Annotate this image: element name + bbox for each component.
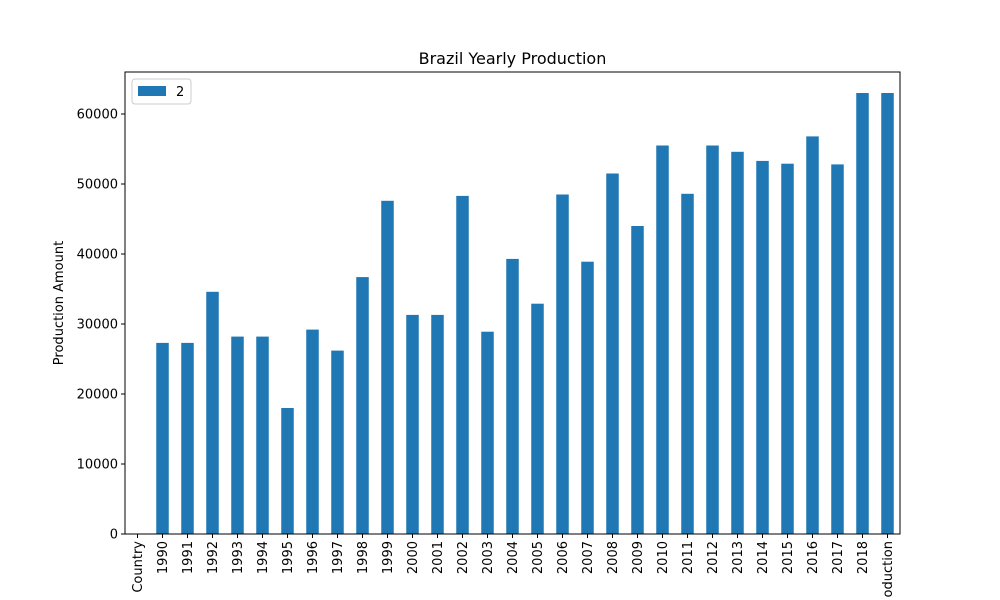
x-tick-label: 2000 bbox=[406, 541, 421, 574]
bar-2014 bbox=[756, 160, 769, 534]
bar-1999 bbox=[381, 200, 394, 535]
bar-1994 bbox=[256, 336, 269, 534]
bar-1998 bbox=[356, 277, 369, 534]
x-tick-label: oduction bbox=[881, 541, 896, 598]
bar-2000 bbox=[406, 314, 419, 534]
y-tick-label: 20000 bbox=[77, 388, 118, 403]
bar-2008 bbox=[606, 173, 619, 534]
x-tick-label: 2001 bbox=[431, 541, 446, 574]
y-tick-label: 40000 bbox=[77, 248, 118, 263]
x-tick-label: 1997 bbox=[331, 541, 346, 574]
x-tick-label: 2009 bbox=[631, 541, 646, 574]
bar-2016 bbox=[806, 136, 819, 534]
y-axis-label: Production Amount bbox=[52, 241, 67, 365]
bar-2005 bbox=[531, 303, 544, 534]
x-tick-label: 1990 bbox=[156, 541, 171, 574]
x-tick-label: 2010 bbox=[656, 541, 671, 574]
bar-2017 bbox=[831, 164, 844, 534]
bar-1997 bbox=[331, 350, 344, 534]
bar-2006 bbox=[556, 194, 569, 534]
y-tick-label: 0 bbox=[110, 528, 118, 543]
bar-oduction bbox=[881, 93, 894, 534]
chart-title: Brazil Yearly Production bbox=[419, 49, 607, 68]
bar-1993 bbox=[231, 336, 244, 534]
x-tick-label: 2004 bbox=[506, 541, 521, 574]
y-tick-label: 10000 bbox=[77, 458, 118, 473]
x-tick-label: 1991 bbox=[181, 541, 196, 574]
bar-2010 bbox=[656, 145, 669, 534]
x-tick-label: 1992 bbox=[206, 541, 221, 574]
bar-2013 bbox=[731, 151, 744, 535]
bar-1990 bbox=[156, 342, 169, 534]
x-tick-label: 2002 bbox=[456, 541, 471, 574]
x-tick-label: Country bbox=[131, 541, 146, 593]
bar-2009 bbox=[631, 226, 644, 534]
plot-area: 0 10000 20000 30000 40000 50000 60000 Country 19… bbox=[77, 71, 901, 598]
x-tick-label: 2011 bbox=[681, 541, 696, 574]
legend-swatch bbox=[138, 86, 166, 96]
x-tick-label: 2018 bbox=[856, 541, 871, 574]
bar-2003 bbox=[481, 331, 494, 534]
x-tick-label: 2014 bbox=[756, 541, 771, 574]
bar-2001 bbox=[431, 314, 444, 534]
x-tick-label: 1998 bbox=[356, 541, 371, 574]
bar-2018 bbox=[856, 93, 869, 534]
x-tick-label: 2005 bbox=[531, 541, 546, 574]
legend-label: 2 bbox=[176, 85, 184, 100]
y-tick-label: 60000 bbox=[77, 108, 118, 123]
bar-2015 bbox=[781, 163, 794, 534]
x-tick-label: 2007 bbox=[581, 541, 596, 574]
bar-2002 bbox=[456, 195, 469, 534]
x-tick-label: 2003 bbox=[481, 541, 496, 574]
x-tick-label: 2016 bbox=[806, 541, 821, 574]
x-tick-label: 2015 bbox=[781, 541, 796, 574]
x-tick-label: 2008 bbox=[606, 541, 621, 574]
x-tick-label: 2013 bbox=[731, 541, 746, 574]
bar-1991 bbox=[181, 342, 194, 534]
bar-2011 bbox=[681, 193, 694, 535]
bar-2007 bbox=[581, 261, 594, 534]
y-tick-label: 30000 bbox=[77, 318, 118, 333]
bar-1992 bbox=[206, 291, 219, 534]
bar-1996 bbox=[306, 329, 319, 534]
bar-2012 bbox=[706, 145, 719, 534]
x-tick-label: 2017 bbox=[831, 541, 846, 574]
x-tick-label: 1994 bbox=[256, 541, 271, 574]
x-tick-label: 1993 bbox=[231, 541, 246, 574]
x-tick-label: 2006 bbox=[556, 541, 571, 574]
x-tick-label: 1996 bbox=[306, 541, 321, 574]
bar-2004 bbox=[506, 258, 519, 534]
x-tick-label: 1999 bbox=[381, 541, 396, 574]
legend: 2 bbox=[131, 78, 192, 105]
x-tick-label: 2012 bbox=[706, 541, 721, 574]
y-tick-label: 50000 bbox=[77, 178, 118, 193]
bar-1995 bbox=[281, 408, 294, 534]
x-tick-label: 1995 bbox=[281, 541, 296, 574]
